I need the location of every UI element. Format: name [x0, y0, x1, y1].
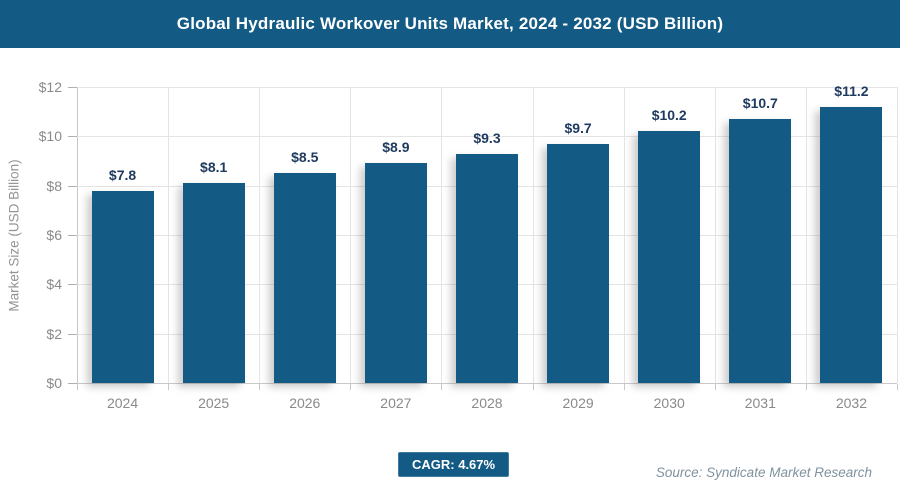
- chart-title: Global Hydraulic Workover Units Market, …: [176, 14, 724, 33]
- y-axis-tick-label: $8: [46, 177, 62, 194]
- gridline-vertical: [259, 87, 261, 383]
- x-axis-tick: [532, 384, 534, 390]
- gridline-vertical: [805, 87, 807, 383]
- x-axis-tick: [714, 384, 716, 390]
- gridline-horizontal: [77, 136, 897, 138]
- y-axis-tick-label: $0: [46, 375, 62, 391]
- x-axis-tick: [805, 384, 807, 390]
- gridline-vertical: [532, 87, 534, 383]
- gridline-vertical: [623, 87, 625, 383]
- bar-2026: [273, 173, 336, 383]
- y-axis-tick: [68, 383, 77, 384]
- gridline-vertical: [714, 87, 716, 383]
- y-axis-tick-label: $12: [38, 79, 62, 95]
- x-axis-category-label: 2026: [289, 395, 321, 411]
- gridline-vertical: [350, 87, 352, 383]
- gridline-vertical: [168, 87, 170, 383]
- x-axis-tick: [168, 384, 170, 390]
- bar-2032: [820, 106, 883, 383]
- x-axis-category-label: 2027: [380, 395, 412, 411]
- y-axis-tick-label: $4: [46, 276, 62, 293]
- bar-2025: [182, 183, 245, 383]
- y-axis-tick-label: $10: [38, 128, 62, 145]
- bar-value-label: $10.7: [742, 95, 778, 112]
- x-axis-tick: [77, 384, 78, 390]
- bar-2029: [547, 143, 610, 383]
- bar-value-label: $10.2: [651, 107, 687, 124]
- bar-2031: [729, 119, 792, 383]
- title-banner: Global Hydraulic Workover Units Market, …: [0, 0, 900, 48]
- x-axis-tick: [259, 384, 261, 390]
- cagr-badge: CAGR: 4.67%: [398, 452, 510, 477]
- x-axis-category-label: 2030: [653, 395, 685, 411]
- x-axis-category-label: 2029: [562, 395, 594, 411]
- x-axis-category-label: 2031: [744, 395, 776, 411]
- x-axis-category-label: 2032: [835, 395, 867, 411]
- y-axis-tick: [68, 333, 77, 335]
- bar-value-label: $8.9: [382, 139, 410, 156]
- y-axis-tick: [68, 87, 77, 88]
- plot-area: $7.8 $8.1 $8.5 $8.9 $9.3 $9.7 $10.2 $10.7 $11.2: [77, 83, 898, 383]
- bar-2027: [364, 163, 427, 383]
- bar-value-label: $9.7: [564, 119, 592, 136]
- x-axis-line: [68, 383, 897, 384]
- x-axis-category-label: 2028: [471, 395, 503, 411]
- bar-2024: [91, 190, 154, 383]
- y-axis-tick-label: $2: [46, 325, 62, 342]
- y-axis-tick: [68, 284, 77, 286]
- bar-2028: [456, 153, 518, 383]
- source-attribution: Source: Syndicate Market Research: [655, 465, 872, 480]
- y-axis-tick: [68, 235, 77, 236]
- bar-value-label: $9.3: [473, 129, 501, 146]
- x-axis-tick: [897, 384, 898, 390]
- bar-value-label: $8.5: [291, 149, 319, 166]
- bar-value-label: $11.2: [834, 82, 869, 99]
- y-axis-tick-label: $6: [46, 227, 62, 243]
- x-axis-category-label: 2025: [198, 395, 230, 411]
- x-axis-tick: [623, 384, 625, 390]
- bar-2030: [638, 131, 701, 383]
- gridline-vertical: [441, 87, 443, 383]
- x-axis-category-label: 2024: [106, 395, 139, 411]
- bar-value-label: $8.1: [200, 159, 228, 176]
- gridline-vertical: [897, 87, 898, 383]
- bar-value-label: $7.8: [108, 166, 137, 183]
- gridline-horizontal: [77, 87, 897, 88]
- x-axis-tick: [350, 384, 352, 390]
- y-axis-tick: [68, 136, 77, 138]
- y-axis-tick: [68, 185, 77, 187]
- x-axis-tick: [441, 384, 443, 390]
